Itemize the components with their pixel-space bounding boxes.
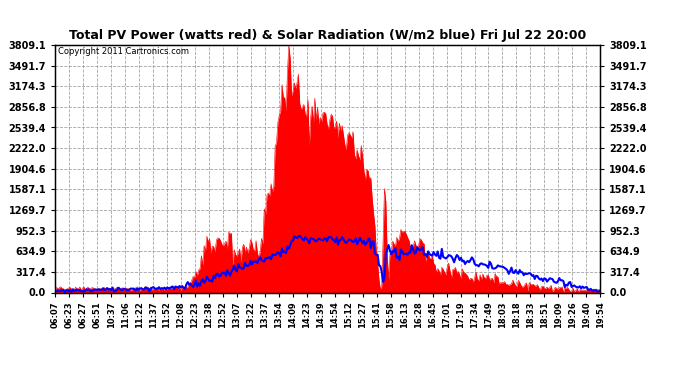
Text: Copyright 2011 Cartronics.com: Copyright 2011 Cartronics.com bbox=[58, 48, 189, 57]
Title: Total PV Power (watts red) & Solar Radiation (W/m2 blue) Fri Jul 22 20:00: Total PV Power (watts red) & Solar Radia… bbox=[69, 30, 586, 42]
